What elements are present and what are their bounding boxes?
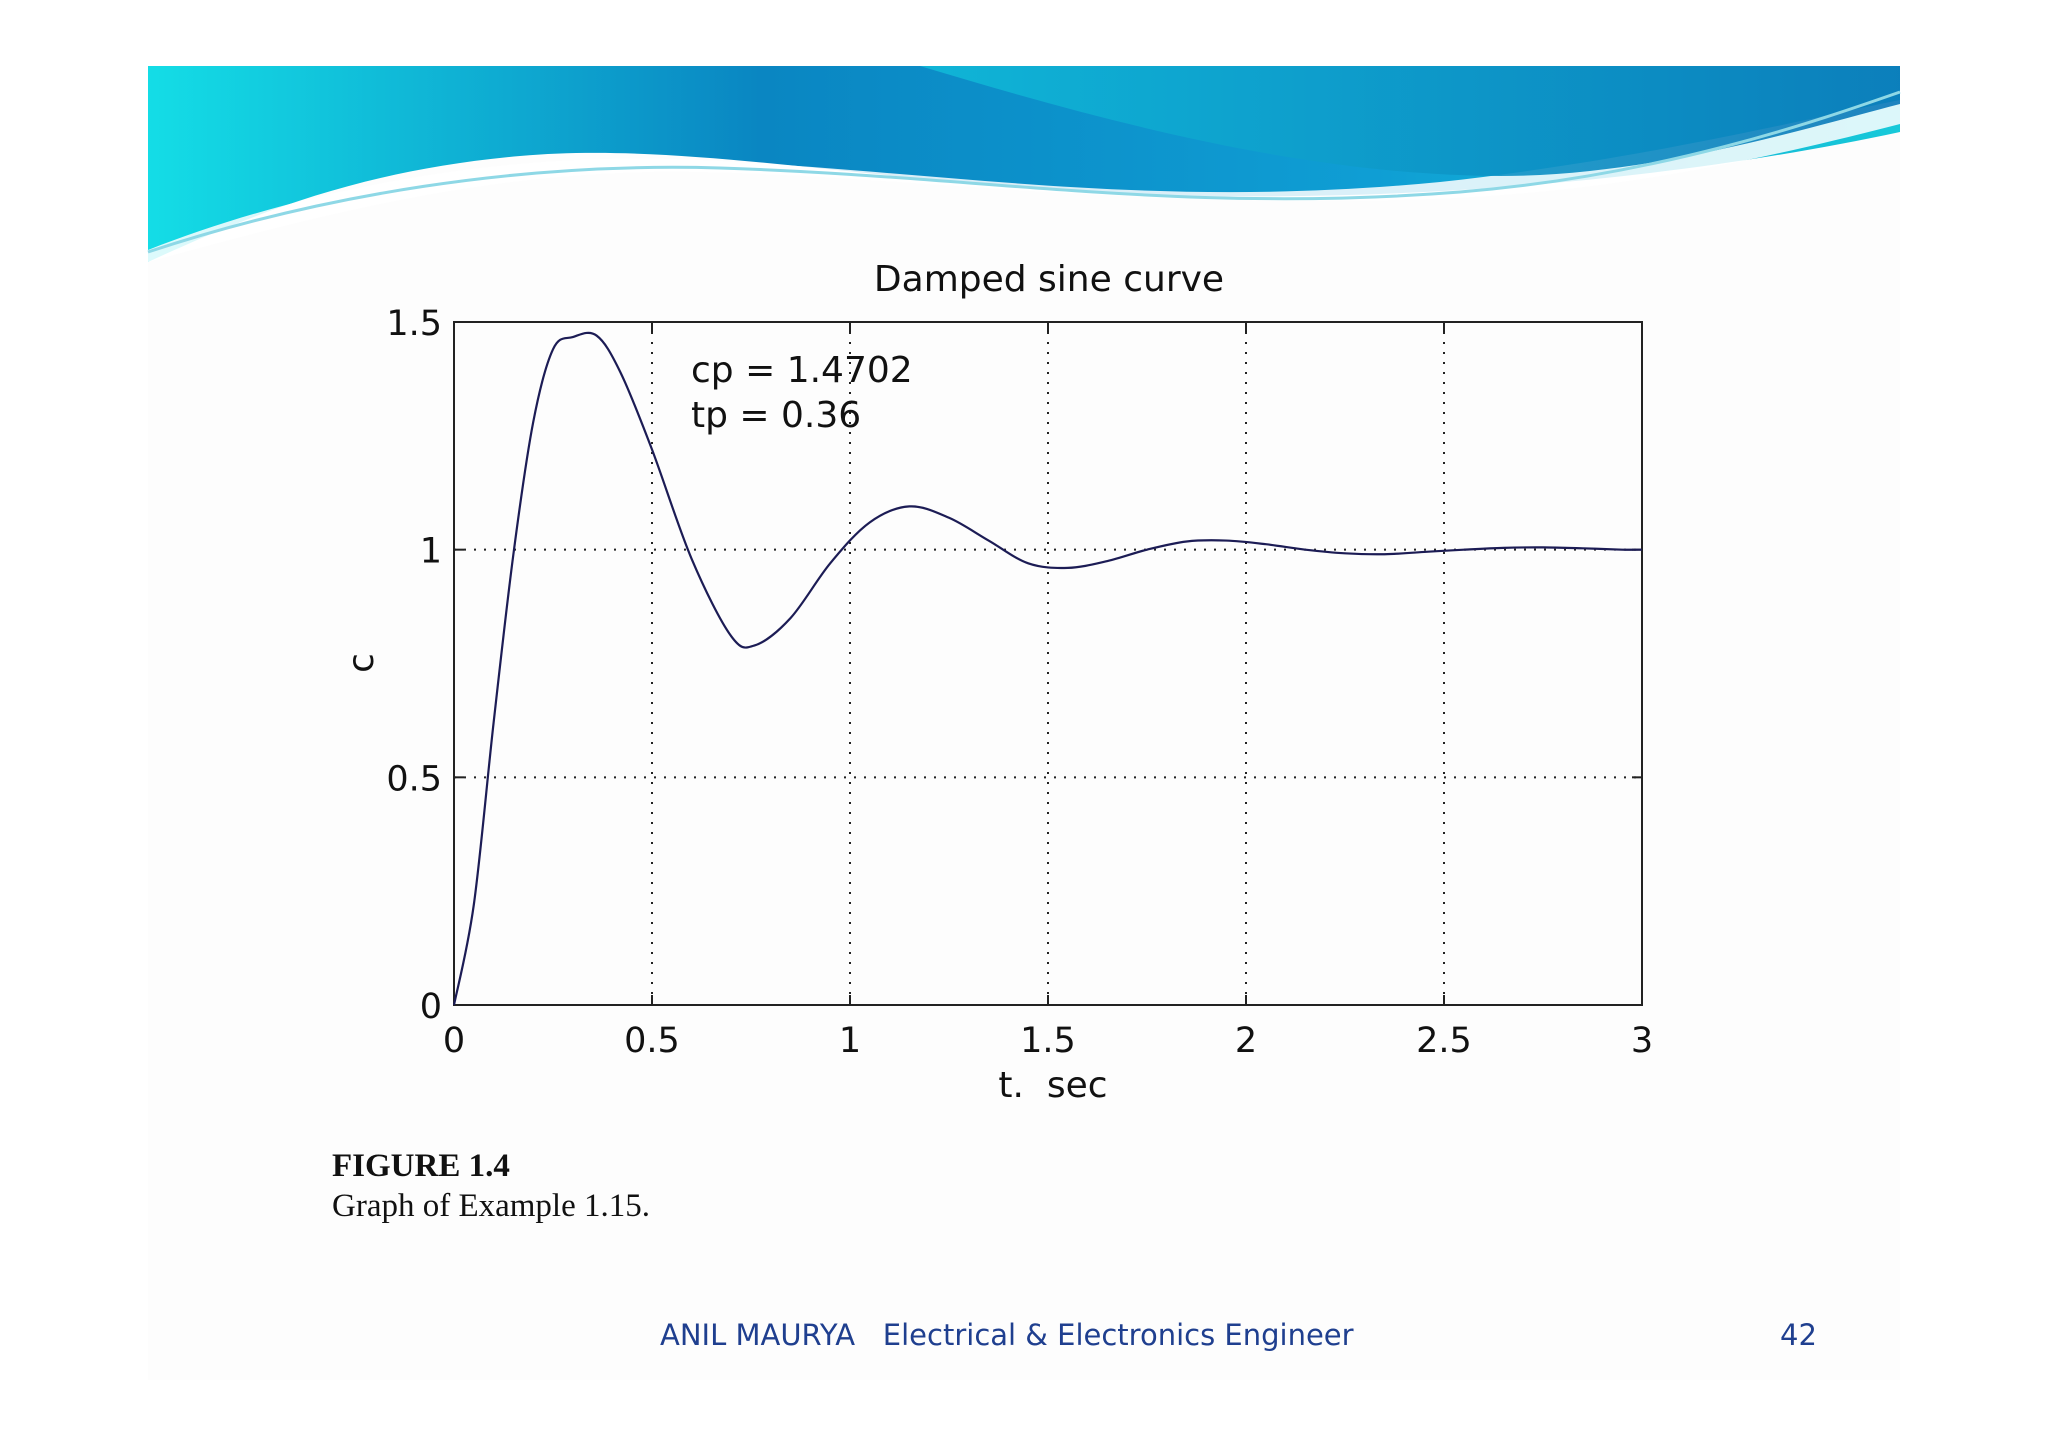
chart-title: Damped sine curve [874, 259, 1224, 300]
x-tick-labels: 0 0.5 1 1.5 2 2.5 3 [443, 1021, 1653, 1061]
x-tick-label: 2 [1235, 1021, 1257, 1061]
x-tick-label: 1.5 [1020, 1021, 1076, 1061]
slide-background [148, 66, 1900, 1380]
footer-author: ANIL MAURYA Electrical & Electronics Eng… [660, 1318, 1354, 1352]
x-axis-label: t. sec [998, 1065, 1107, 1106]
figure-caption: Graph of Example 1.15. [332, 1188, 650, 1224]
x-tick-label: 3 [1631, 1021, 1653, 1061]
y-tick-label: 1.5 [386, 304, 442, 344]
y-tick-label: 1 [420, 532, 442, 572]
series-line-c [452, 331, 1643, 1006]
header-banner [147, 66, 1901, 262]
grid-lines [454, 322, 1642, 1005]
x-tick-label: 1 [839, 1021, 861, 1061]
annotation-cp: cp = 1.4702 [691, 350, 913, 391]
y-tick-labels: 0 0.5 1 1.5 [386, 304, 442, 1027]
x-tick-label: 0.5 [624, 1021, 680, 1061]
y-axis-label: c [341, 653, 382, 673]
annotation-tp: tp = 0.36 [691, 395, 861, 436]
page-number: 42 [1780, 1318, 1817, 1352]
figure-number: FIGURE 1.4 [332, 1148, 510, 1184]
x-tick-label: 0 [443, 1021, 465, 1061]
line-chart: 0 0.5 1 1.5 2 2.5 3 0 0.5 1 1.5 Damped sine curve… [341, 259, 1653, 1106]
y-tick-label: 0.5 [386, 759, 442, 799]
series-layer [452, 331, 1643, 1006]
x-tick-label: 2.5 [1416, 1021, 1472, 1061]
y-tick-label: 0 [420, 987, 442, 1027]
